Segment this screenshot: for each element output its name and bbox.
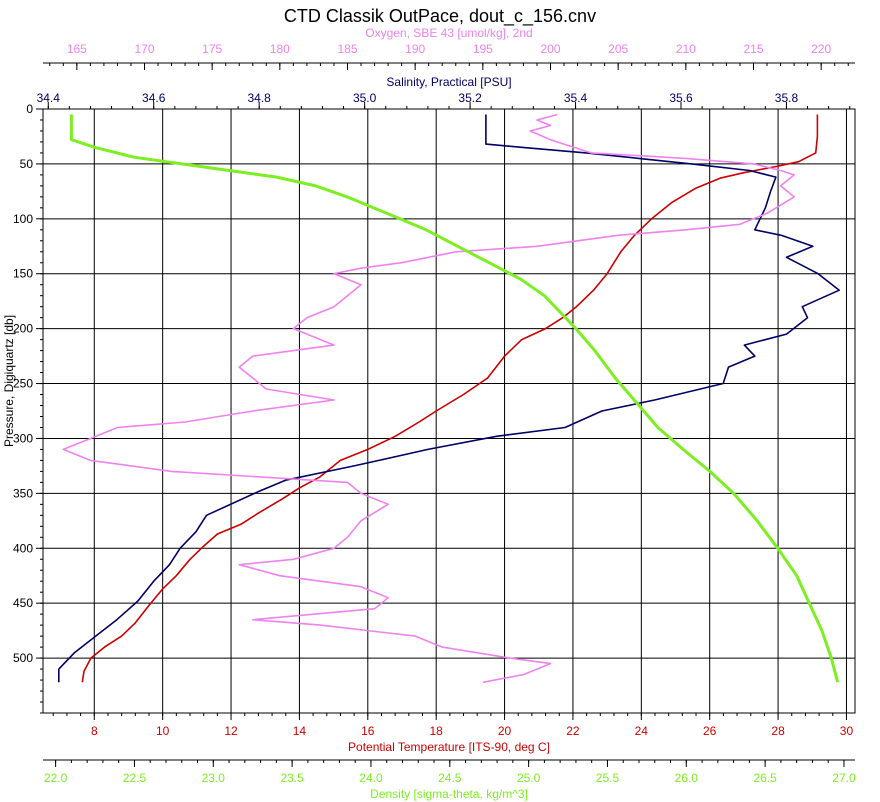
oxygen-tick-label: 215	[743, 42, 763, 56]
density-tick-label: 22.5	[123, 771, 147, 785]
oxygen-axis-title: Oxygen, SBE 43 [umol/kg], 2nd	[365, 26, 532, 40]
series-line-oxygen	[62, 113, 795, 684]
pressure-tick-label: 250	[13, 377, 33, 391]
density-tick-label: 25.0	[517, 771, 541, 785]
density-axis-title: Density [sigma-theta, kg/m^3]	[370, 787, 528, 801]
series-line-temperature	[81, 114, 819, 683]
temperature-tick-label: 14	[293, 724, 307, 738]
temperature-tick-label: 12	[224, 724, 238, 738]
series-line-salinity	[57, 114, 841, 683]
salinity-tick-label: 35.8	[775, 91, 799, 105]
data-series	[57, 113, 841, 684]
oxygen-tick-label: 170	[134, 42, 154, 56]
salinity-tick-label: 34.4	[37, 91, 61, 105]
plot-frame	[42, 108, 856, 714]
series-line-density	[69, 114, 840, 683]
oxygen-tick-label: 200	[540, 42, 560, 56]
salinity-tick-label: 34.8	[248, 91, 272, 105]
pressure-tick-label: 0	[26, 102, 33, 116]
salinity-tick-label: 34.6	[142, 91, 166, 105]
temperature-tick-label: 24	[635, 724, 649, 738]
salinity-tick-label: 35.0	[353, 91, 377, 105]
pressure-tick-label: 100	[13, 212, 33, 226]
grid-lines	[43, 108, 855, 713]
density-tick-label: 27.0	[832, 771, 856, 785]
oxygen-tick-label: 165	[67, 42, 87, 56]
salinity-tick-label: 35.6	[669, 91, 693, 105]
pressure-tick-label: 150	[13, 267, 33, 281]
pressure-tick-label: 300	[13, 431, 33, 445]
temperature-tick-label: 28	[771, 724, 785, 738]
pressure-tick-label: 400	[13, 541, 33, 555]
temperature-tick-label: 26	[703, 724, 717, 738]
pressure-tick-label: 50	[20, 157, 34, 171]
density-tick-label: 23.0	[202, 771, 226, 785]
y-axis-label: Pressure, Digiquartz [db]	[2, 315, 16, 447]
salinity-tick-label: 35.4	[564, 91, 588, 105]
density-tick-label: 26.5	[753, 771, 777, 785]
pressure-tick-label: 350	[13, 486, 33, 500]
oxygen-tick-label: 185	[337, 42, 357, 56]
temperature-tick-label: 18	[429, 724, 443, 738]
salinity-axis-title: Salinity, Practical [PSU]	[386, 75, 511, 89]
temperature-tick-label: 16	[361, 724, 375, 738]
oxygen-tick-label: 175	[202, 42, 222, 56]
density-tick-label: 23.5	[280, 771, 304, 785]
density-tick-label: 25.5	[596, 771, 620, 785]
density-tick-label: 24.5	[438, 771, 462, 785]
density-tick-label: 24.0	[359, 771, 383, 785]
oxygen-tick-label: 180	[270, 42, 290, 56]
pressure-tick-label: 200	[13, 322, 33, 336]
pressure-tick-label: 500	[13, 651, 33, 665]
oxygen-tick-label: 220	[811, 42, 831, 56]
salinity-tick-label: 35.2	[458, 91, 482, 105]
oxygen-tick-label: 205	[608, 42, 628, 56]
chart-title: CTD Classik OutPace, dout_c_156.cnv	[284, 6, 596, 27]
temperature-axis-title: Potential Temperature [ITS-90, deg C]	[348, 740, 550, 754]
temperature-tick-label: 22	[566, 724, 580, 738]
temperature-tick-label: 8	[91, 724, 98, 738]
temperature-tick-label: 10	[156, 724, 170, 738]
temperature-tick-label: 20	[498, 724, 512, 738]
density-tick-label: 22.0	[44, 771, 68, 785]
oxygen-tick-label: 210	[676, 42, 696, 56]
oxygen-tick-label: 190	[405, 42, 425, 56]
temperature-tick-label: 30	[840, 724, 854, 738]
pressure-tick-label: 450	[13, 596, 33, 610]
density-tick-label: 26.0	[675, 771, 699, 785]
chart-axes: 165 170 175 180 185 190 195 200 205 210 215 220Oxyg…	[13, 26, 856, 801]
oxygen-tick-label: 195	[473, 42, 493, 56]
